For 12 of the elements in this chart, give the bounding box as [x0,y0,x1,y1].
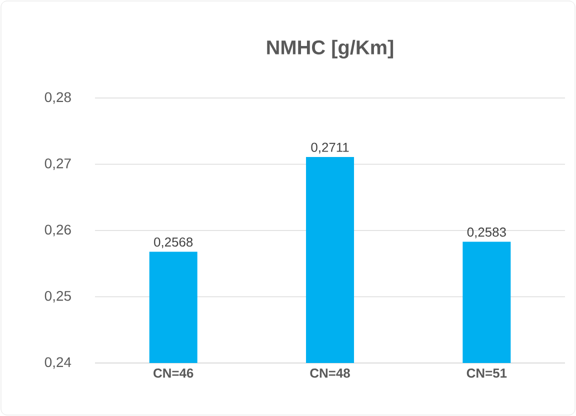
x-tick-label: CN=46 [154,368,194,378]
y-tick-label: 0,26 [44,224,71,236]
chart-title: NMHC [g/Km] [267,40,394,58]
data-label: 0,2711 [311,142,349,154]
y-tick-label: 0,27 [44,158,71,170]
y-tick-label: 0,24 [44,357,72,369]
y-tick-label: 0,28 [44,92,71,104]
data-label: 0,2568 [154,237,193,248]
x-tick-label: CN=51 [466,368,507,378]
x-tick-label: CN=48 [310,368,350,378]
data-label: 0,2583 [467,228,506,238]
y-tick-label: 0,25 [44,290,71,303]
